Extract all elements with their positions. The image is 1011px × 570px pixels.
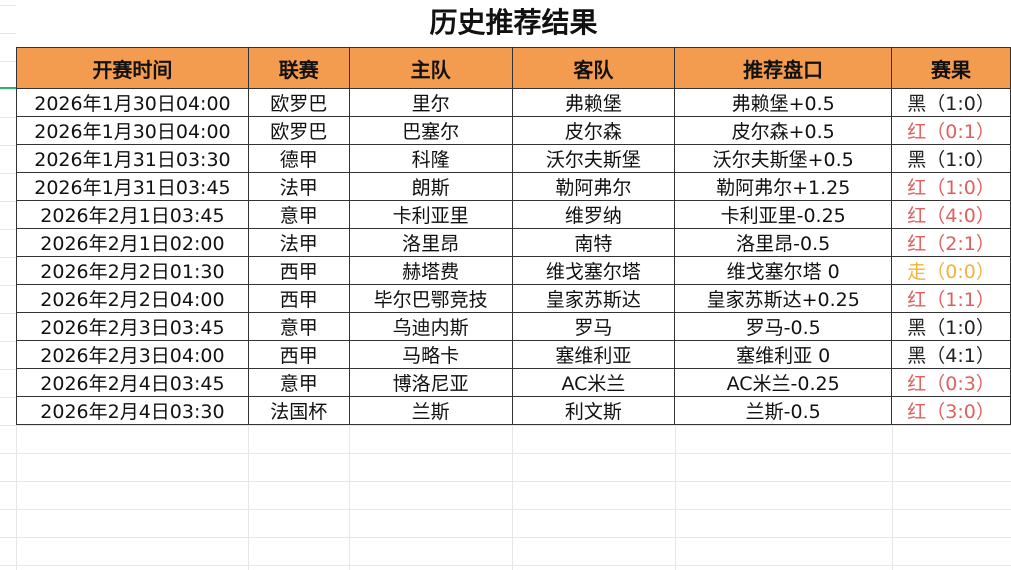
cell-away-team[interactable]: 沃尔夫斯堡	[511, 144, 676, 173]
cell-home-team[interactable]: 卡利亚里	[348, 200, 513, 229]
cell-result[interactable]: 红（4:0）	[891, 200, 1011, 229]
cell-home-team[interactable]: 兰斯	[348, 396, 513, 425]
cell-recommended-line[interactable]: 弗赖堡+0.5	[674, 88, 893, 117]
cell-recommended-line[interactable]: 罗马-0.5	[674, 312, 893, 341]
cell-home-team[interactable]: 博洛尼亚	[348, 368, 513, 397]
cell-home-team[interactable]: 马略卡	[348, 340, 513, 369]
cell-league[interactable]: 法甲	[247, 228, 350, 257]
cell-home-team[interactable]: 巴塞尔	[348, 116, 513, 145]
cell-match-time[interactable]: 2026年2月3日03:45	[16, 312, 249, 341]
cell-away-team[interactable]: 南特	[511, 228, 676, 257]
cell-home-team[interactable]: 朗斯	[348, 172, 513, 201]
table-row: 2026年1月30日04:00 欧罗巴 里尔 弗赖堡 弗赖堡+0.5 黑（1:0）	[16, 88, 1011, 117]
header-away-team[interactable]: 客队	[511, 47, 676, 89]
header-match-time[interactable]: 开赛时间	[16, 47, 249, 89]
cell-recommended-line[interactable]: 塞维利亚 0	[674, 340, 893, 369]
cell-match-time[interactable]: 2026年2月1日02:00	[16, 228, 249, 257]
cell-recommended-line[interactable]: 维戈塞尔塔 0	[674, 256, 893, 285]
cell-result[interactable]: 红（3:0）	[891, 396, 1011, 425]
cell-result[interactable]: 红（0:1）	[891, 116, 1011, 145]
cell-away-team[interactable]: 维戈塞尔塔	[511, 256, 676, 285]
cell-home-team[interactable]: 洛里昂	[348, 228, 513, 257]
cell-league[interactable]: 西甲	[247, 340, 350, 369]
table-row: 2026年2月4日03:45 意甲 博洛尼亚 AC米兰 AC米兰-0.25 红（0:3）	[16, 368, 1011, 397]
cell-recommended-line[interactable]: 皮尔森+0.5	[674, 116, 893, 145]
cell-home-team[interactable]: 乌迪内斯	[348, 312, 513, 341]
results-table: 开赛时间 联赛 主队 客队 推荐盘口 赛果 2026年1月30日04:00 欧罗巴 里尔 弗赖堡…	[16, 47, 1011, 425]
cell-home-team[interactable]: 科隆	[348, 144, 513, 173]
table-row: 2026年2月2日04:00 西甲 毕尔巴鄂竞技 皇家苏斯达 皇家苏斯达+0.25 红（1…	[16, 284, 1011, 313]
cell-match-time[interactable]: 2026年2月3日04:00	[16, 340, 249, 369]
cell-home-team[interactable]: 赫塔费	[348, 256, 513, 285]
cell-home-team[interactable]: 毕尔巴鄂竞技	[348, 284, 513, 313]
cell-recommended-line[interactable]: AC米兰-0.25	[674, 368, 893, 397]
table-row: 2026年1月30日04:00 欧罗巴 巴塞尔 皮尔森 皮尔森+0.5 红（0:1）	[16, 116, 1011, 145]
cell-match-time[interactable]: 2026年2月4日03:45	[16, 368, 249, 397]
table-row: 2026年2月4日03:30 法国杯 兰斯 利文斯 兰斯-0.5 红（3:0）	[16, 396, 1011, 425]
table-row: 2026年2月3日04:00 西甲 马略卡 塞维利亚 塞维利亚 0 黑（4:1）	[16, 340, 1011, 369]
cell-match-time[interactable]: 2026年2月4日03:30	[16, 396, 249, 425]
cell-league[interactable]: 欧罗巴	[247, 88, 350, 117]
sheet-title[interactable]: 历史推荐结果	[16, 0, 1011, 46]
header-home-team[interactable]: 主队	[348, 47, 513, 89]
cell-recommended-line[interactable]: 皇家苏斯达+0.25	[674, 284, 893, 313]
cell-match-time[interactable]: 2026年1月31日03:30	[16, 144, 249, 173]
cell-league[interactable]: 法甲	[247, 172, 350, 201]
table-row: 2026年2月3日03:45 意甲 乌迪内斯 罗马 罗马-0.5 黑（1:0）	[16, 312, 1011, 341]
cell-match-time[interactable]: 2026年1月30日04:00	[16, 88, 249, 117]
header-result[interactable]: 赛果	[891, 47, 1011, 89]
cell-result[interactable]: 走（0:0）	[891, 256, 1011, 285]
cell-league[interactable]: 西甲	[247, 256, 350, 285]
cell-recommended-line[interactable]: 卡利亚里-0.25	[674, 200, 893, 229]
table-row: 2026年2月2日01:30 西甲 赫塔费 维戈塞尔塔 维戈塞尔塔 0 走（0:0）	[16, 256, 1011, 285]
table-row: 2026年1月31日03:45 法甲 朗斯 勒阿弗尔 勒阿弗尔+1.25 红（1:0）	[16, 172, 1011, 201]
cell-league[interactable]: 欧罗巴	[247, 116, 350, 145]
cell-recommended-line[interactable]: 兰斯-0.5	[674, 396, 893, 425]
cell-away-team[interactable]: 罗马	[511, 312, 676, 341]
cell-league[interactable]: 意甲	[247, 312, 350, 341]
cell-result[interactable]: 黑（1:0）	[891, 88, 1011, 117]
cell-away-team[interactable]: 弗赖堡	[511, 88, 676, 117]
header-row: 开赛时间 联赛 主队 客队 推荐盘口 赛果	[16, 47, 1011, 89]
cell-away-team[interactable]: 塞维利亚	[511, 340, 676, 369]
cell-league[interactable]: 法国杯	[247, 396, 350, 425]
cell-result[interactable]: 红（2:1）	[891, 228, 1011, 257]
cell-match-time[interactable]: 2026年2月2日04:00	[16, 284, 249, 313]
cell-result[interactable]: 红（1:0）	[891, 172, 1011, 201]
cell-league[interactable]: 意甲	[247, 368, 350, 397]
cell-match-time[interactable]: 2026年2月2日01:30	[16, 256, 249, 285]
cell-recommended-line[interactable]: 洛里昂-0.5	[674, 228, 893, 257]
cell-result[interactable]: 红（1:1）	[891, 284, 1011, 313]
header-recommended-line[interactable]: 推荐盘口	[674, 47, 893, 89]
cell-away-team[interactable]: 维罗纳	[511, 200, 676, 229]
cell-result[interactable]: 黑（1:0）	[891, 144, 1011, 173]
cell-result[interactable]: 黑（4:1）	[891, 340, 1011, 369]
cell-away-team[interactable]: 皮尔森	[511, 116, 676, 145]
cell-match-time[interactable]: 2026年1月31日03:45	[16, 172, 249, 201]
cell-recommended-line[interactable]: 勒阿弗尔+1.25	[674, 172, 893, 201]
table-row: 2026年2月1日03:45 意甲 卡利亚里 维罗纳 卡利亚里-0.25 红（4:0）	[16, 200, 1011, 229]
cell-away-team[interactable]: AC米兰	[511, 368, 676, 397]
header-league[interactable]: 联赛	[247, 47, 350, 89]
cell-result[interactable]: 红（0:3）	[891, 368, 1011, 397]
cell-league[interactable]: 意甲	[247, 200, 350, 229]
table-row: 2026年2月1日02:00 法甲 洛里昂 南特 洛里昂-0.5 红（2:1）	[16, 228, 1011, 257]
cell-away-team[interactable]: 利文斯	[511, 396, 676, 425]
cell-home-team[interactable]: 里尔	[348, 88, 513, 117]
cell-match-time[interactable]: 2026年2月1日03:45	[16, 200, 249, 229]
cell-recommended-line[interactable]: 沃尔夫斯堡+0.5	[674, 144, 893, 173]
cell-result[interactable]: 黑（1:0）	[891, 312, 1011, 341]
cell-league[interactable]: 西甲	[247, 284, 350, 313]
table-row: 2026年1月31日03:30 德甲 科隆 沃尔夫斯堡 沃尔夫斯堡+0.5 黑（1:0）	[16, 144, 1011, 173]
cell-match-time[interactable]: 2026年1月30日04:00	[16, 116, 249, 145]
cell-league[interactable]: 德甲	[247, 144, 350, 173]
row-selection-indicator	[0, 87, 16, 89]
cell-away-team[interactable]: 勒阿弗尔	[511, 172, 676, 201]
cell-away-team[interactable]: 皇家苏斯达	[511, 284, 676, 313]
